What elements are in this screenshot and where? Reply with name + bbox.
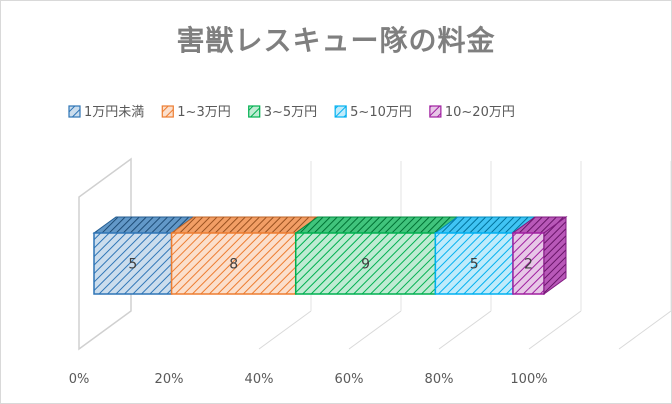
x-tick-label: 100% [510,372,547,387]
legend-item-1: 1~3万円 [161,105,231,120]
bar-segment-2 [294,232,437,295]
chart-title: 害獣レスキュー隊の料金 [176,24,496,57]
legend-label: 1万円未満 [84,105,144,120]
x-tick-label: 40% [245,372,274,387]
legend-item-4: 10~20万円 [429,105,515,120]
gridline-floor [348,310,402,350]
data-label-3: 5 [470,257,479,273]
legend-item-3: 5~10万円 [334,105,412,120]
legend-label: 10~20万円 [445,105,515,120]
legend-item-0: 1万円未満 [68,105,144,120]
chart-bars [92,216,568,295]
bar-segment-0 [93,232,173,295]
chart-data-labels: 5 8 9 5 2 [128,257,533,273]
bar-top-2 [294,216,459,234]
legend-swatch [248,105,261,118]
legend-label: 5~10万円 [350,105,412,120]
chart-legend: 1万円未満 1~3万円 3~5万円 5~10万円 10~20万円 [68,105,515,120]
bar-top-1 [170,216,320,234]
data-label-4: 2 [524,257,533,273]
gridline-floor [258,310,312,350]
legend-swatch [68,105,81,118]
gridline-floor [618,310,671,350]
data-label-2: 9 [361,257,370,273]
x-tick-label: 80% [425,372,454,387]
x-tick-label: 20% [155,372,184,387]
data-label-0: 5 [128,257,137,273]
legend-swatch [334,105,347,118]
chart-walls [78,157,132,351]
chart-x-ticks: 0% 20% 40% 60% 80% 100% [69,372,548,387]
bar-segment-1 [170,232,297,295]
side-wall [78,157,132,351]
legend-swatch [429,105,442,118]
legend-label: 1~3万円 [177,105,230,120]
data-label-1: 8 [229,257,238,273]
bar-side-4 [543,216,567,295]
gridline-floor [528,310,582,350]
legend-swatch [161,105,174,118]
gridline-floor [438,310,492,350]
legend-item-2: 3~5万円 [248,105,317,120]
x-tick-label: 60% [335,372,364,387]
x-tick-label: 0% [69,372,90,387]
legend-label: 3~5万円 [264,105,317,120]
